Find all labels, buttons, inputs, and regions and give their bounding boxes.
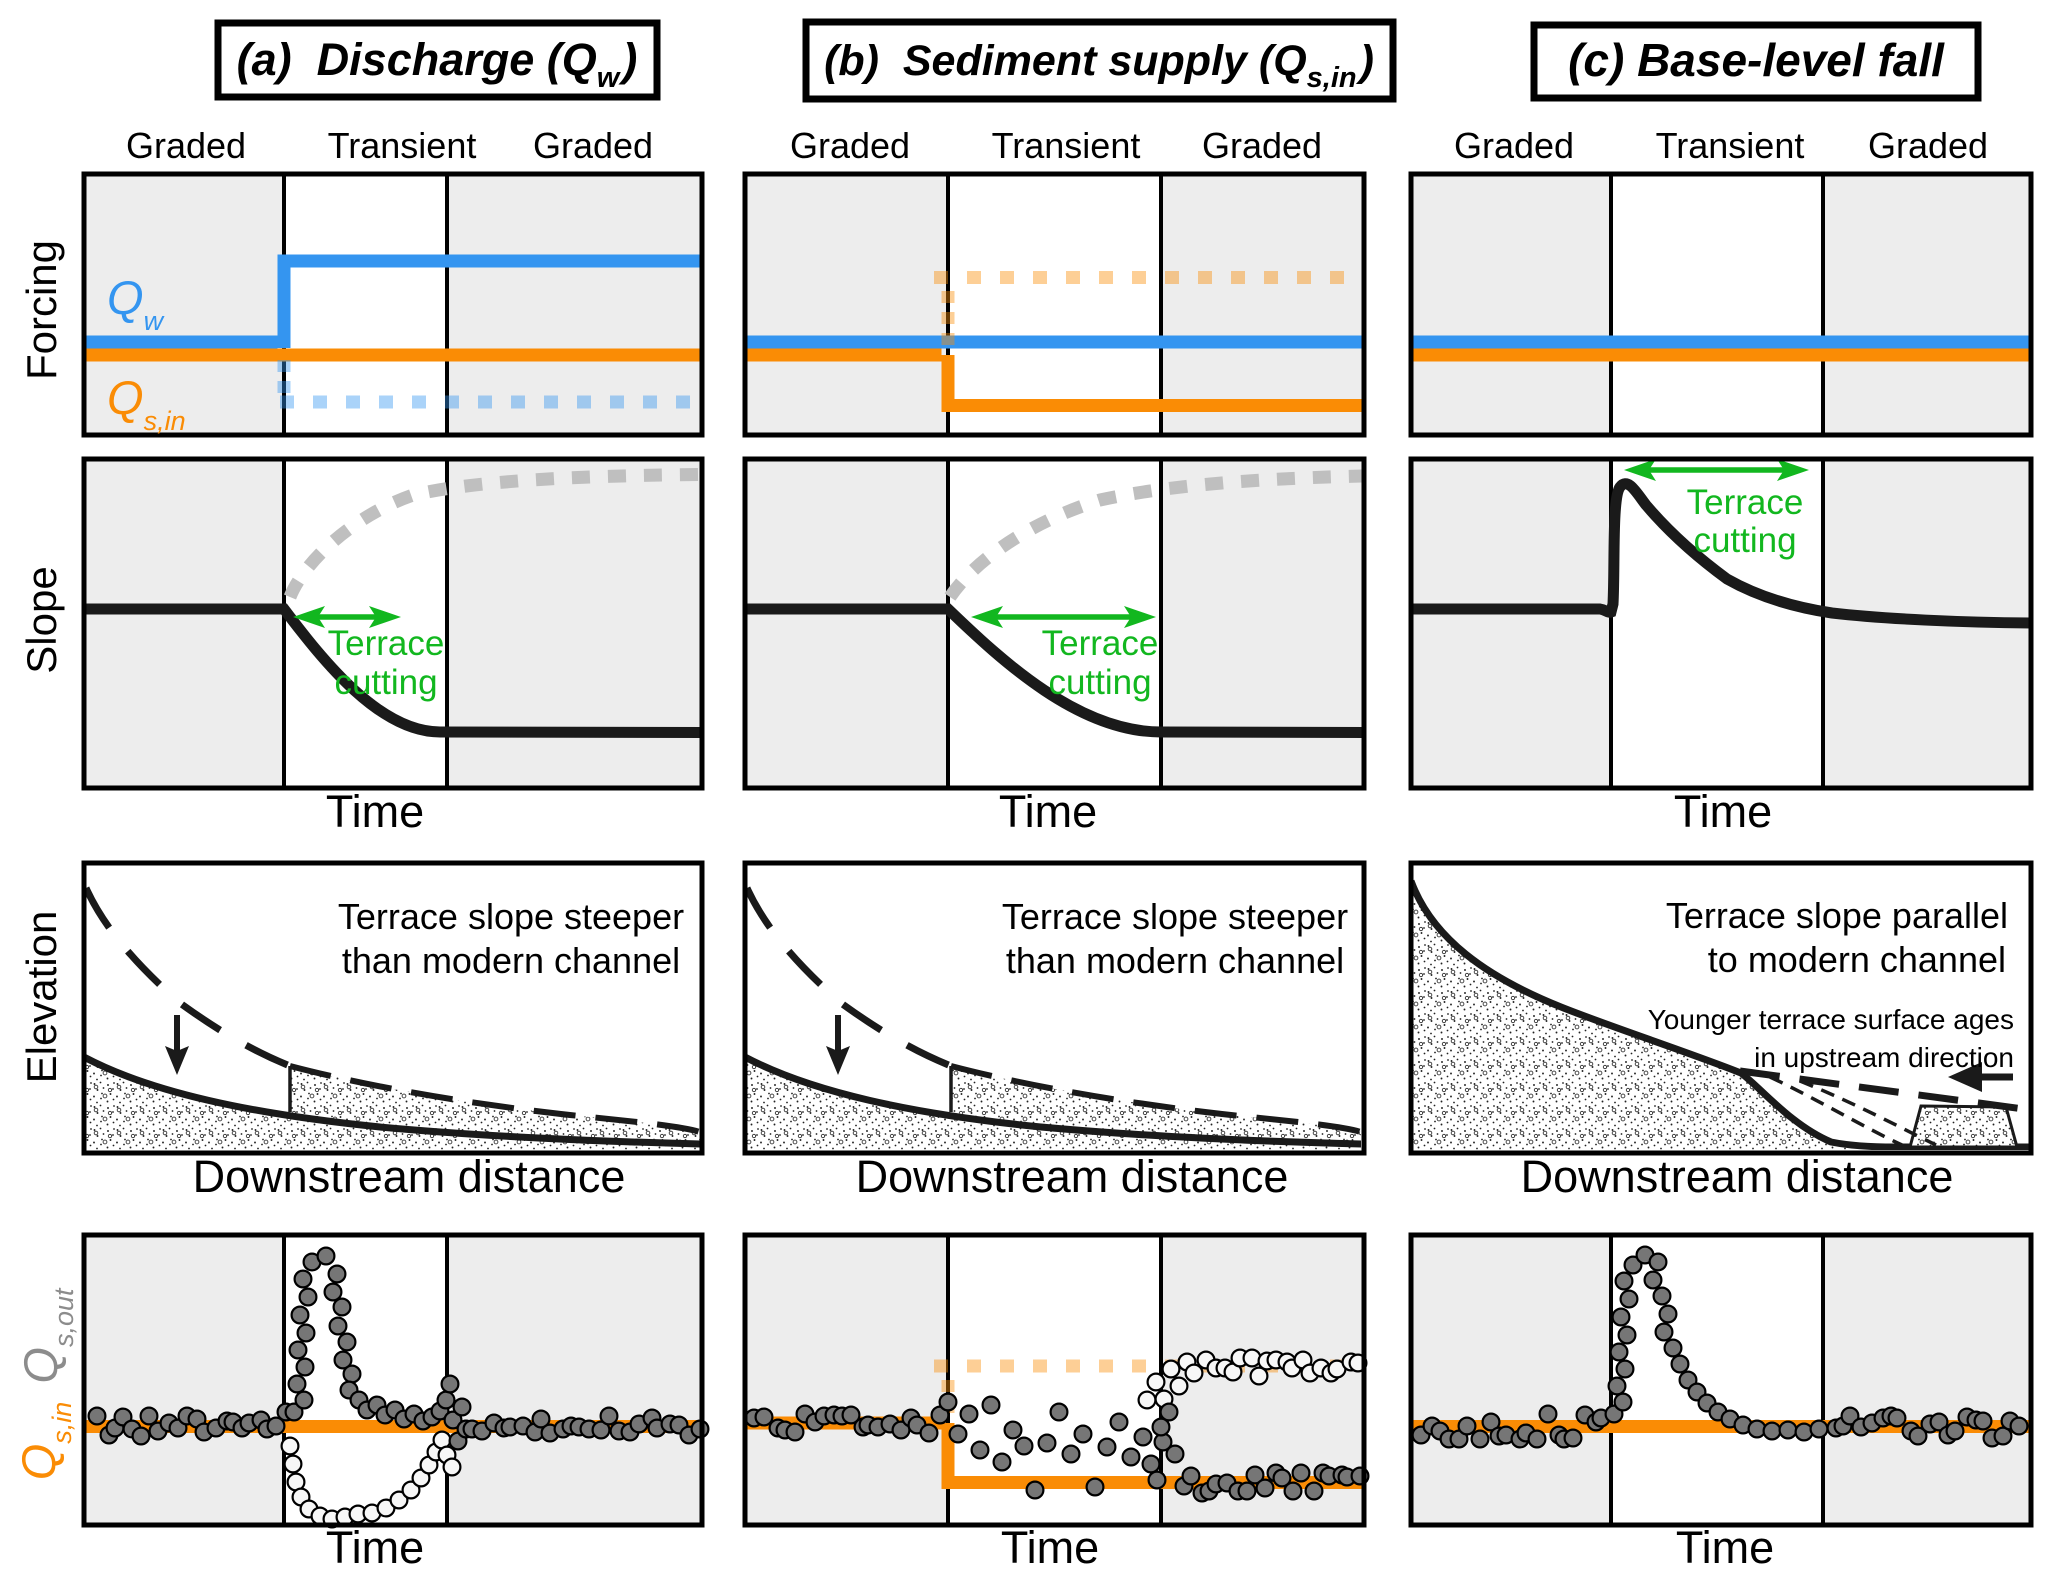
svg-text:Terrace: Terrace [328, 624, 445, 663]
svg-text:Terrace: Terrace [1687, 483, 1804, 522]
svg-text:Elevation: Elevation [18, 911, 65, 1084]
svg-text:cutting: cutting [1048, 663, 1151, 702]
svg-text:Time: Time [999, 786, 1097, 837]
svg-text:Graded: Graded [790, 125, 910, 166]
svg-text:(a) Discharge (Qw): (a) Discharge (Qw) [237, 34, 638, 94]
svg-text:Terrace slope steeper: Terrace slope steeper [338, 896, 684, 937]
svg-text:Time: Time [326, 1522, 424, 1573]
svg-text:Transient: Transient [992, 125, 1141, 166]
svg-text:than modern channel: than modern channel [342, 940, 680, 981]
svg-text:in upstream direction: in upstream direction [1754, 1042, 2014, 1073]
svg-text:Graded: Graded [126, 125, 246, 166]
svg-text:Graded: Graded [533, 125, 653, 166]
svg-text:to modern channel: to modern channel [1708, 939, 2006, 980]
svg-text:cutting: cutting [1693, 521, 1796, 560]
svg-text:Time: Time [326, 786, 424, 837]
svg-text:Graded: Graded [1202, 125, 1322, 166]
svg-text:(b) Sediment supply (Qs,in): (b) Sediment supply (Qs,in) [824, 37, 1374, 94]
svg-text:Downstream distance: Downstream distance [856, 1151, 1289, 1202]
svg-text:Downstream distance: Downstream distance [193, 1151, 626, 1202]
svg-text:Forcing: Forcing [18, 240, 65, 380]
svg-text:Graded: Graded [1868, 125, 1988, 166]
svg-text:Terrace: Terrace [1042, 624, 1159, 663]
svg-text:Slope: Slope [18, 566, 65, 673]
svg-text:Time: Time [1676, 1522, 1774, 1573]
svg-text:Time: Time [1674, 786, 1772, 837]
svg-text:Downstream distance: Downstream distance [1521, 1151, 1954, 1202]
svg-text:Terrace slope parallel: Terrace slope parallel [1666, 895, 2008, 936]
svg-text:Graded: Graded [1454, 125, 1574, 166]
svg-text:Transient: Transient [1656, 125, 1805, 166]
svg-text:Transient: Transient [328, 125, 477, 166]
svg-text:than modern channel: than modern channel [1006, 940, 1344, 981]
svg-text:(c) Base-level fall: (c) Base-level fall [1568, 34, 1945, 86]
svg-text:Time: Time [1001, 1522, 1099, 1573]
svg-text:Younger terrace surface ages: Younger terrace surface ages [1648, 1004, 2014, 1035]
svg-text:cutting: cutting [334, 663, 437, 702]
svg-text:Terrace slope steeper: Terrace slope steeper [1002, 896, 1348, 937]
